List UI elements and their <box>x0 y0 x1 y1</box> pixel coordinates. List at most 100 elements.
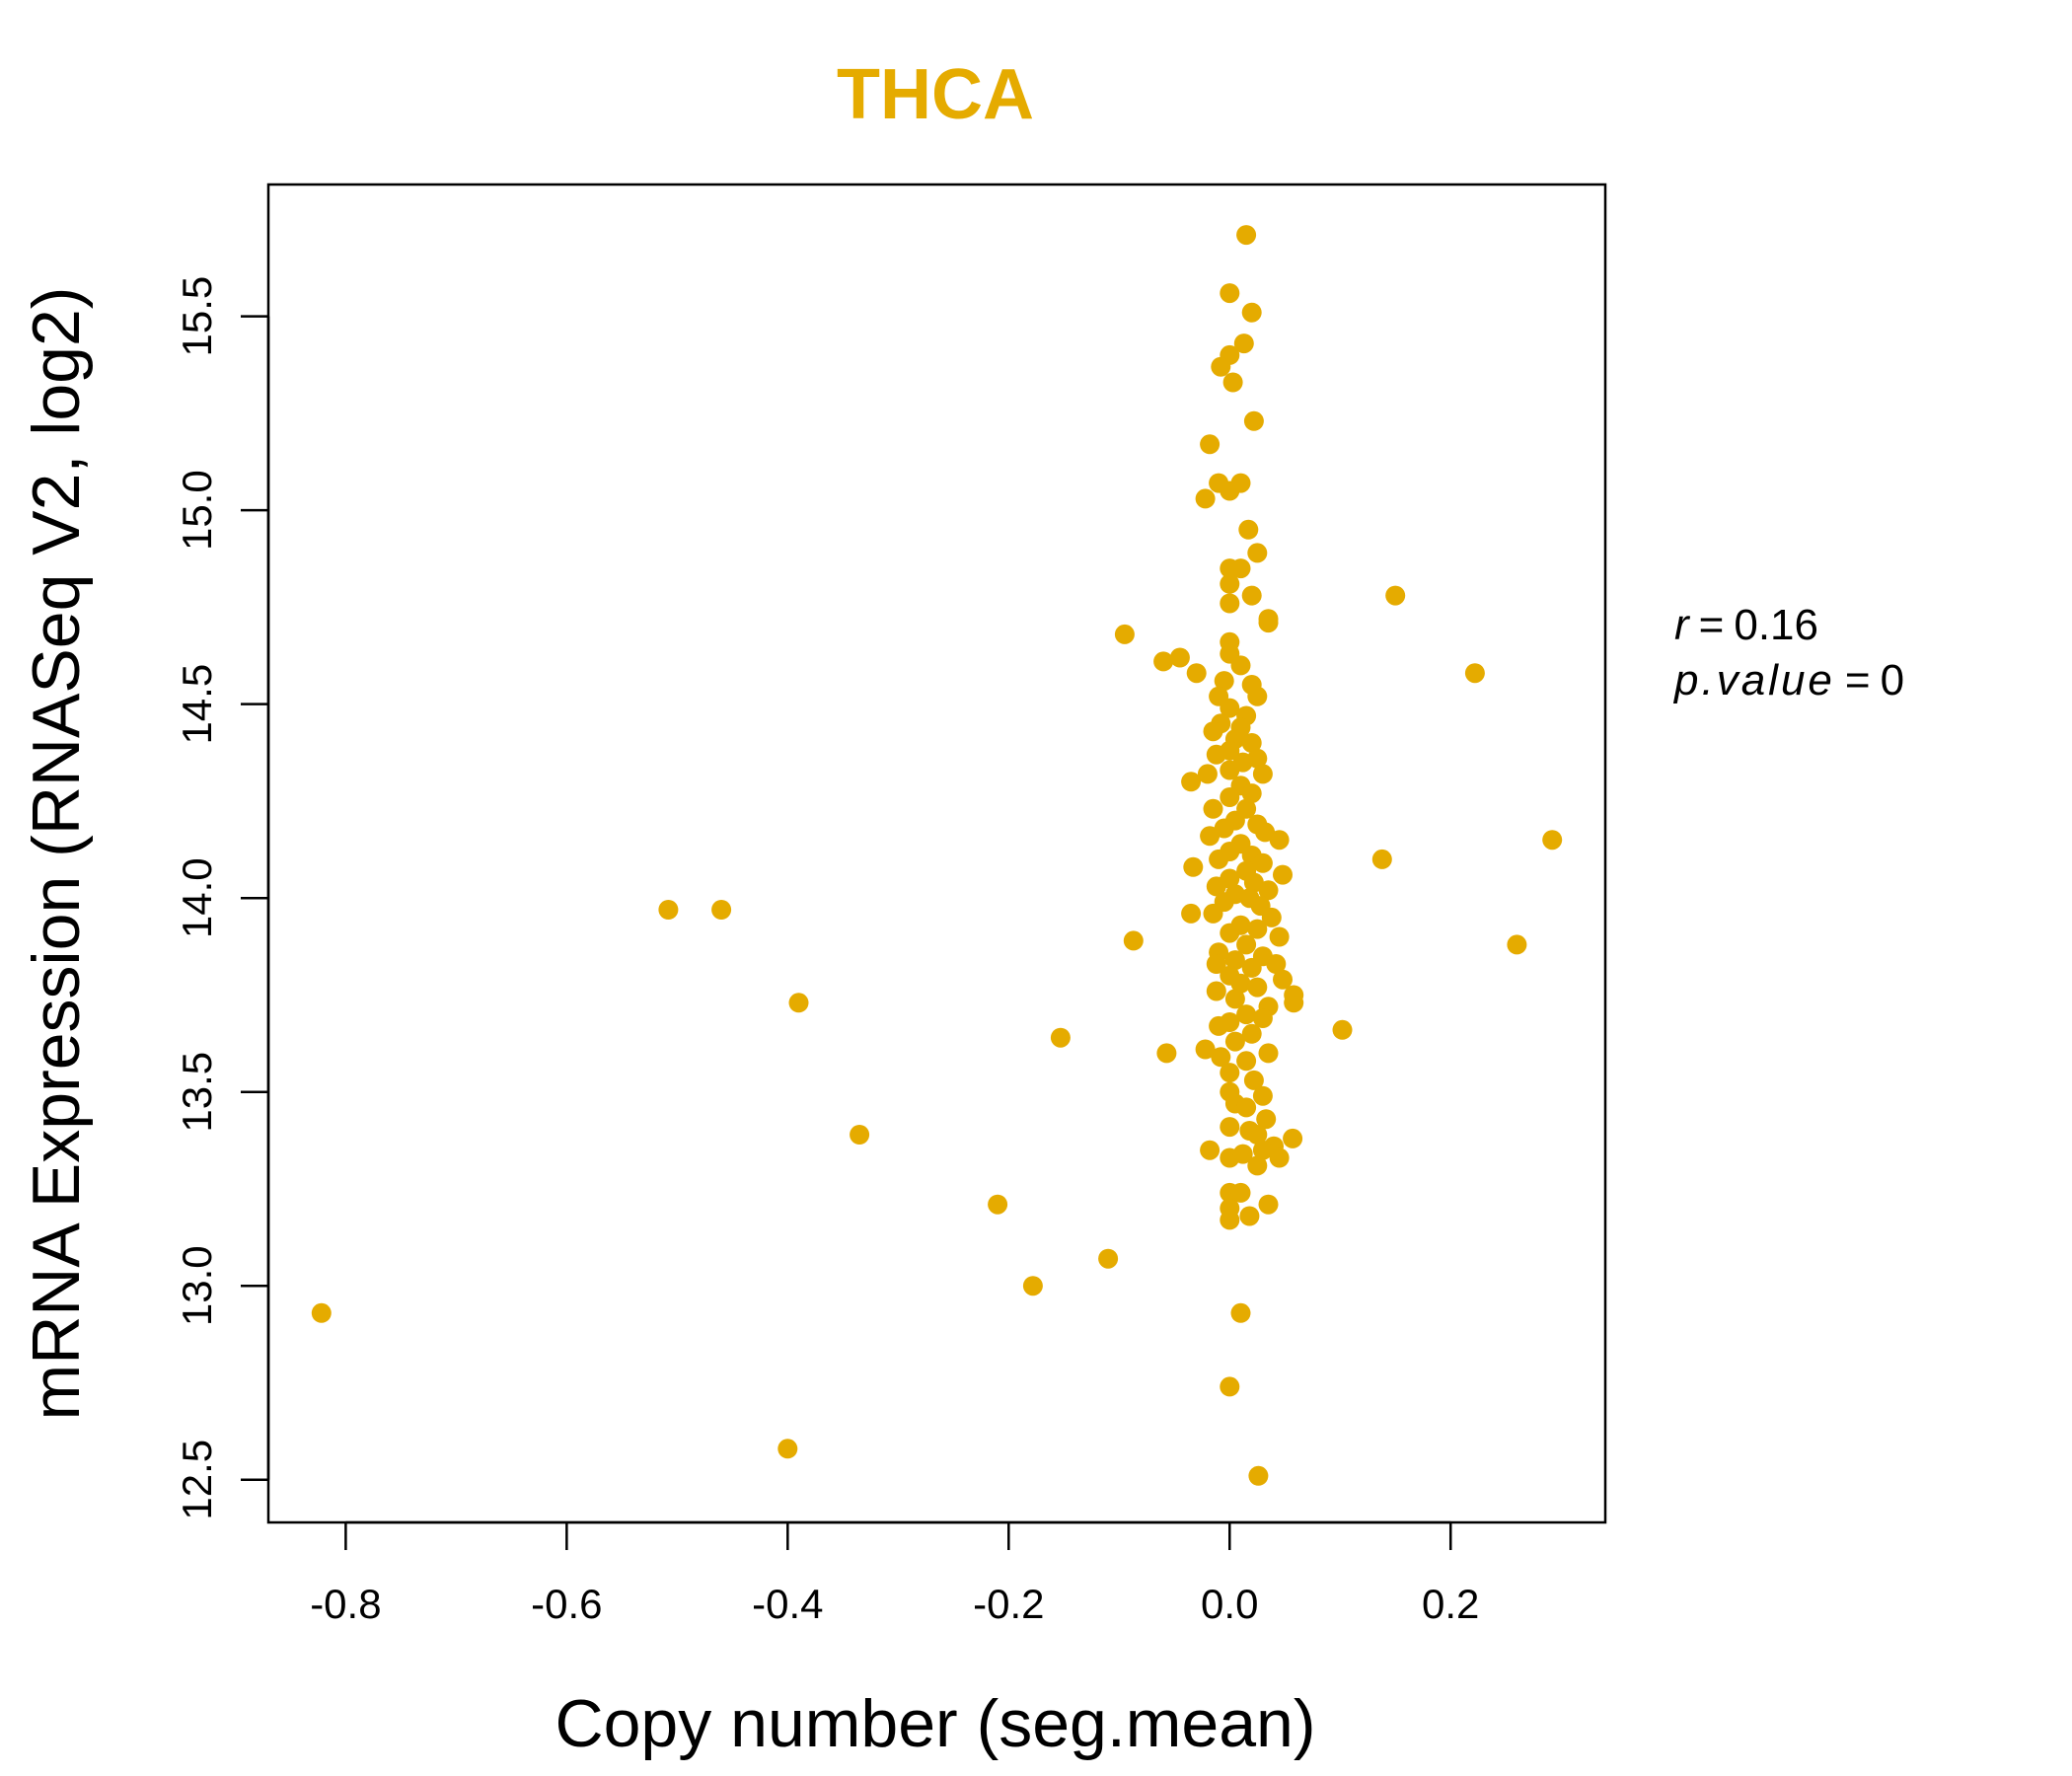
data-point <box>1247 686 1268 706</box>
data-point <box>1206 954 1226 974</box>
data-point <box>1247 919 1268 939</box>
data-point <box>1230 973 1251 994</box>
data-point <box>1230 558 1251 579</box>
data-point <box>1214 671 1234 692</box>
data-point <box>1230 655 1251 676</box>
data-point <box>777 1439 798 1459</box>
data-point <box>1206 744 1226 765</box>
data-point <box>1241 302 1262 323</box>
data-point <box>850 1125 870 1145</box>
y-tick-label: 13.5 <box>174 1052 220 1133</box>
y-tick-label: 12.5 <box>174 1440 220 1520</box>
data-point <box>1195 1039 1216 1060</box>
data-point <box>1252 1008 1273 1028</box>
data-point <box>1230 1182 1251 1203</box>
data-point <box>1186 663 1207 684</box>
data-point <box>1542 830 1563 851</box>
data-point <box>1203 903 1223 924</box>
data-point <box>1258 880 1279 901</box>
data-point <box>1220 283 1240 304</box>
data-point <box>1206 876 1226 897</box>
data-point <box>1241 585 1262 606</box>
data-point <box>1050 1027 1071 1048</box>
data-point <box>658 900 679 920</box>
data-point <box>1224 989 1245 1009</box>
data-point <box>1236 934 1257 955</box>
data-point <box>1256 1109 1277 1130</box>
x-tick-label: -0.4 <box>752 1581 823 1627</box>
data-point <box>1273 969 1293 990</box>
data-point <box>1273 864 1293 885</box>
data-point <box>1283 1128 1303 1148</box>
data-point <box>1183 856 1204 877</box>
data-point <box>1220 1210 1240 1230</box>
data-point <box>1123 930 1144 951</box>
data-point <box>1200 826 1221 847</box>
y-axis: 12.5 13.0 13.5 14.0 14.5 15.0 15.5 <box>174 276 270 1520</box>
data-point <box>1243 410 1264 431</box>
data-point <box>1211 356 1231 377</box>
data-point <box>1220 923 1240 943</box>
data-point <box>1261 907 1282 927</box>
data-point <box>1181 772 1202 792</box>
data-point <box>1258 1194 1279 1215</box>
x-tick-label: -0.6 <box>531 1581 602 1627</box>
r-label: r <box>1674 601 1691 649</box>
data-point <box>1284 993 1304 1013</box>
chart-title: THCA <box>837 55 1034 134</box>
data-point <box>1220 1063 1240 1083</box>
data-point <box>1220 698 1240 718</box>
data-point <box>1220 760 1240 780</box>
p-value: 0 <box>1881 656 1904 704</box>
data-point <box>1153 651 1174 672</box>
data-point <box>711 900 732 920</box>
data-point <box>1247 1125 1268 1145</box>
data-point <box>1098 1248 1119 1269</box>
data-point <box>988 1194 1008 1215</box>
data-point <box>1385 585 1406 606</box>
p-statistic: p.value = 0 <box>1672 656 1904 704</box>
data-point <box>1224 1031 1245 1052</box>
data-point <box>1224 950 1245 971</box>
correlation-annotation: r = 0.16 p.value = 0 <box>1672 601 1904 704</box>
data-point <box>1236 1051 1257 1072</box>
data-point <box>788 993 809 1013</box>
data-point <box>1220 1376 1240 1397</box>
data-point <box>1269 1147 1290 1168</box>
data-point <box>1181 903 1202 924</box>
x-axis-title: Copy number (seg.mean) <box>555 1686 1315 1761</box>
data-point <box>1195 488 1216 509</box>
data-point <box>1507 934 1527 955</box>
data-point <box>1238 519 1259 540</box>
data-point <box>1022 1276 1043 1296</box>
data-point <box>1248 1465 1269 1486</box>
data-point <box>1236 225 1257 246</box>
data-point <box>1252 1085 1273 1106</box>
data-point <box>1220 787 1240 807</box>
data-point <box>1114 624 1135 644</box>
data-point <box>1209 849 1229 869</box>
plot-frame <box>266 183 1607 1524</box>
x-tick-label: -0.2 <box>973 1581 1044 1627</box>
data-point <box>1247 977 1268 998</box>
data-point <box>1220 573 1240 594</box>
data-point <box>1206 981 1226 1001</box>
data-point <box>1211 1047 1231 1068</box>
data-point <box>1169 647 1190 668</box>
data-point <box>1371 849 1392 869</box>
data-point <box>1241 957 1262 978</box>
data-point <box>1200 1140 1221 1160</box>
data-point <box>1230 1302 1251 1323</box>
data-point <box>1258 1043 1279 1064</box>
data-point <box>1156 1043 1177 1064</box>
data-point <box>1247 748 1268 769</box>
data-point <box>1220 1117 1240 1138</box>
data-point <box>1241 733 1262 753</box>
data-point <box>1232 1144 1253 1164</box>
data-point <box>1203 721 1223 742</box>
y-tick-label: 15.5 <box>174 276 220 357</box>
data-point <box>1200 434 1221 455</box>
data-point <box>1230 473 1251 493</box>
data-point <box>1222 372 1243 393</box>
